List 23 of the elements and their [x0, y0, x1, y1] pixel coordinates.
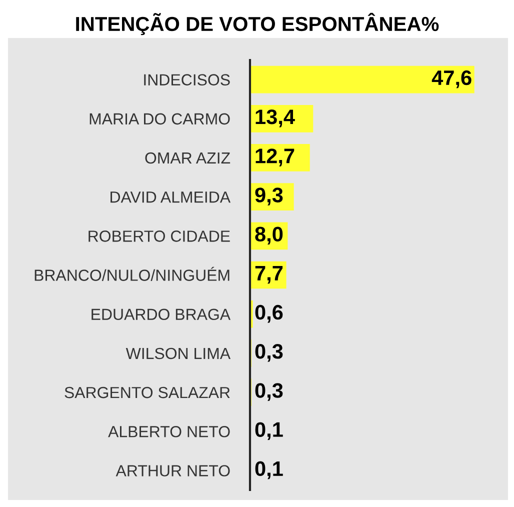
y-tick-label: BRANCO/NULO/NINGUÉM — [34, 266, 230, 281]
chart-title: INTENÇÃO DE VOTO ESPONTÂNEA% — [76, 12, 439, 36]
data-label: 0,3 — [255, 383, 283, 401]
data-label: 0,6 — [255, 304, 283, 323]
y-tick-label: MARIA DO CARMO — [90, 113, 230, 125]
data-label: 8,0 — [255, 226, 283, 245]
y-tick-label: ALBERTO NETO — [108, 426, 230, 438]
y-tick-label: EDUARDO BRAGA — [92, 308, 231, 320]
y-tick-label: DAVID ALMEIDA — [110, 192, 231, 203]
data-label: 12,7 — [256, 148, 294, 166]
y-tick-label: ROBERTO CIDADE — [88, 230, 230, 242]
y-tick-label: SARGENTO SALAZAR — [64, 386, 230, 398]
data-label: 47,6 — [432, 70, 472, 88]
y-tick-label: INDECISOS — [144, 74, 230, 86]
data-label: 9,3 — [255, 188, 283, 206]
y-tick-label: OMAR AZIZ — [145, 152, 230, 164]
data-label: 0,1 — [255, 422, 283, 440]
y-tick-label: WILSON LIMA — [126, 348, 231, 360]
data-label: 0,1 — [255, 461, 283, 480]
data-label: 13,4 — [256, 109, 295, 128]
data-label: 7,7 — [255, 266, 283, 284]
y-tick-label: ARTHUR NETO — [116, 465, 230, 476]
data-label: 0,3 — [255, 344, 283, 362]
